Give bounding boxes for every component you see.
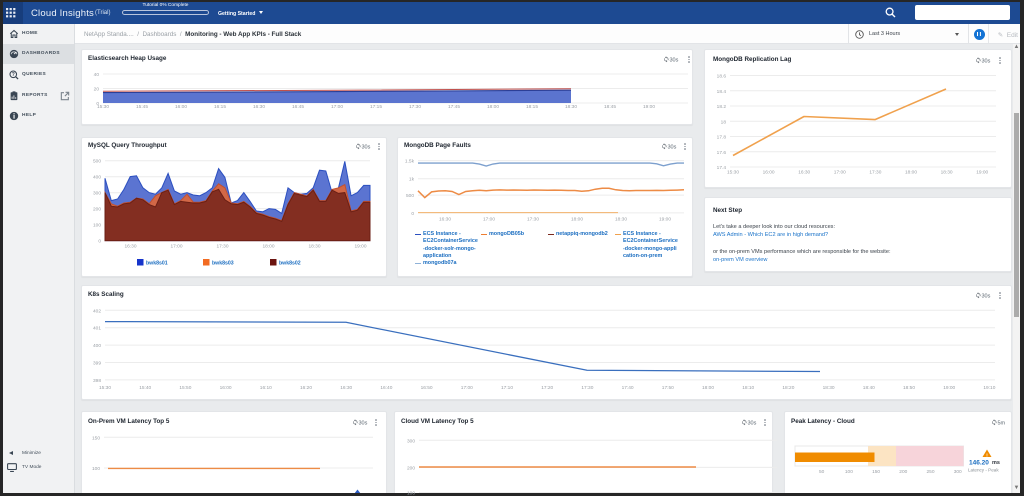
svg-text:?: ? xyxy=(11,72,14,78)
